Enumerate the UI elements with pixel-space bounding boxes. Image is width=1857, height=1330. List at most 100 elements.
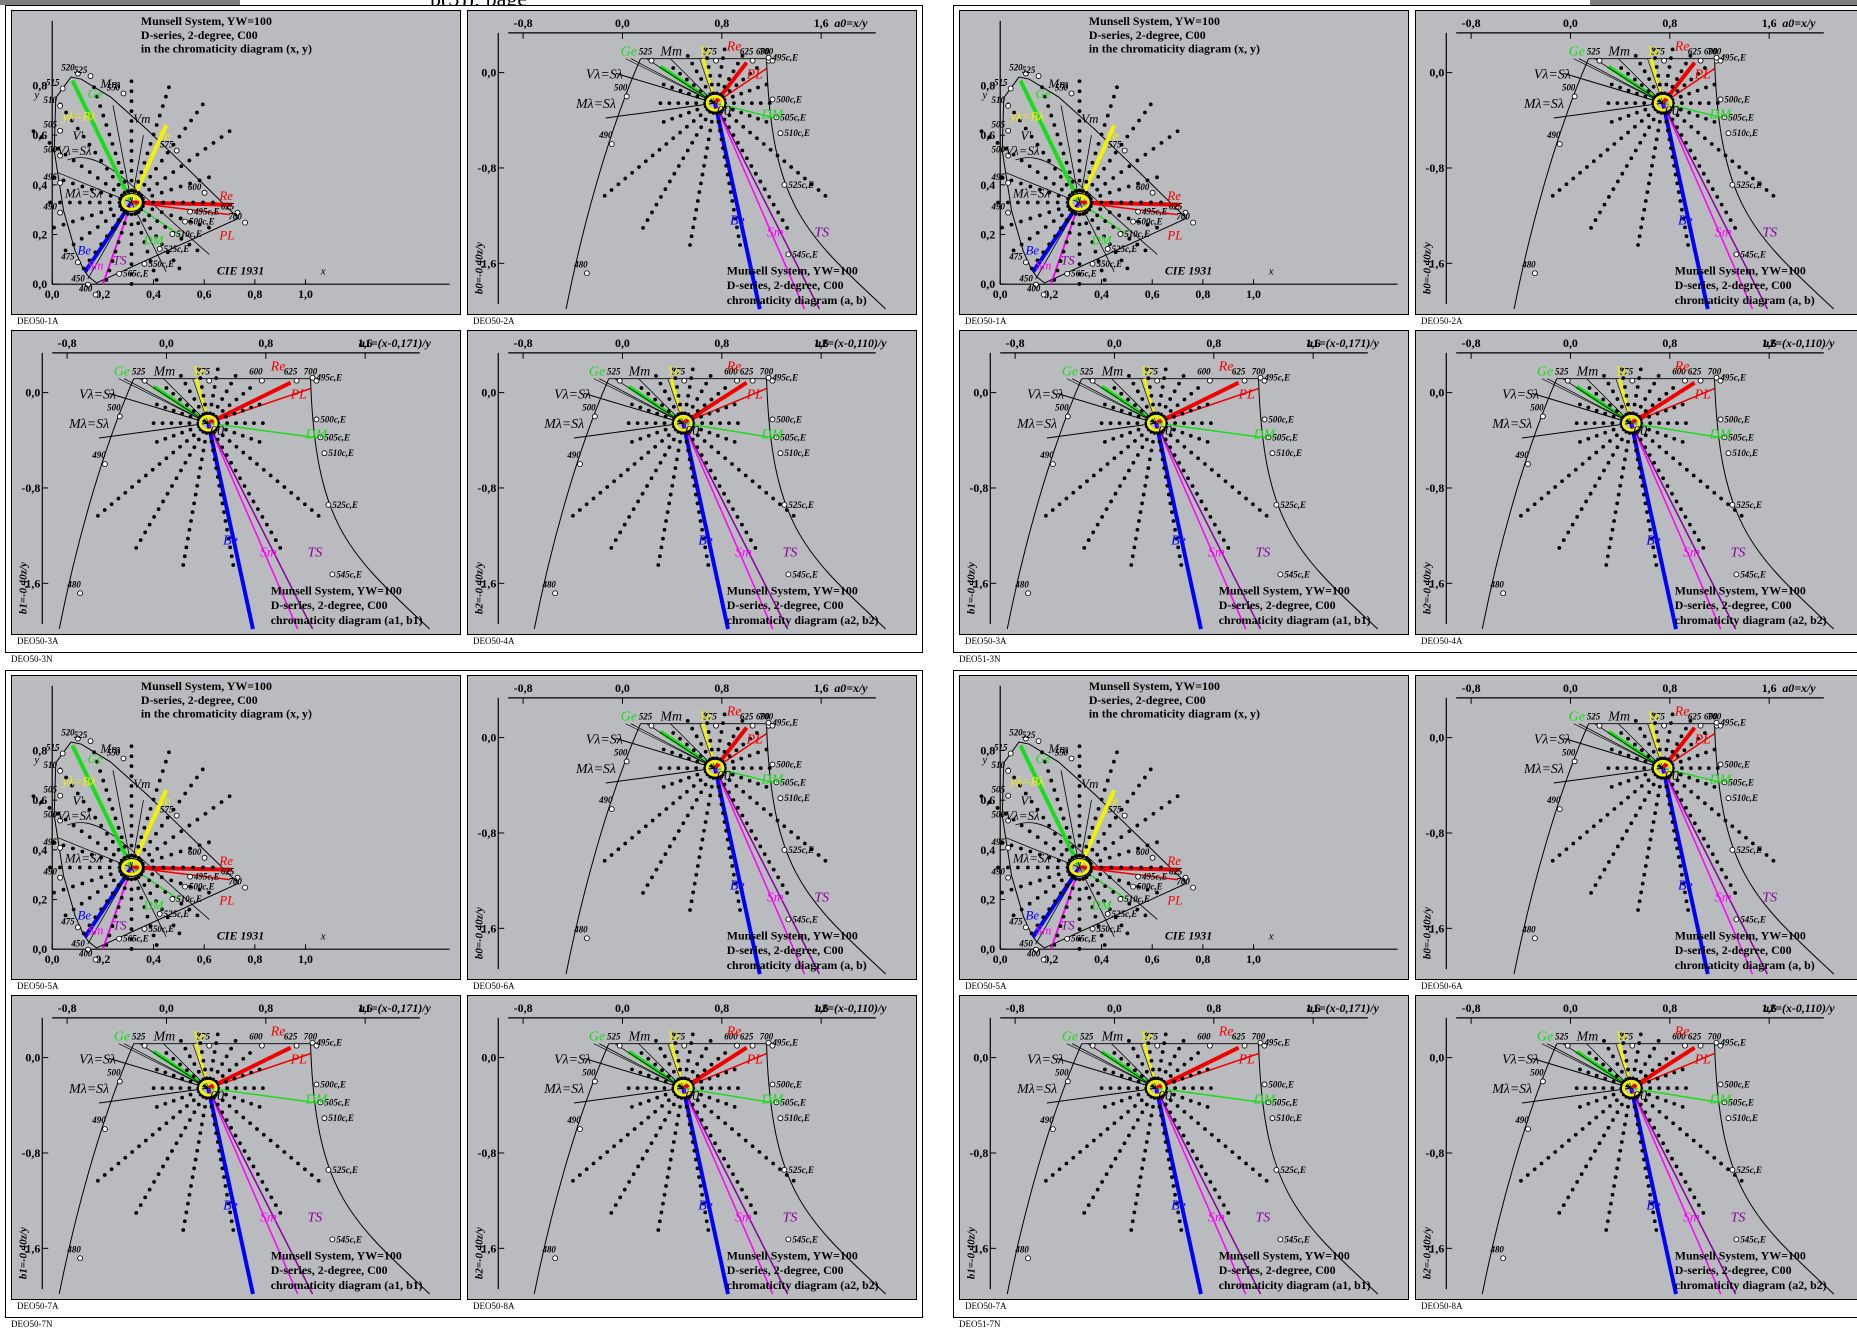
munsell-dot	[116, 883, 121, 888]
complementary-label: 525c,E	[1736, 180, 1762, 190]
wavelength-label: 400	[78, 284, 93, 294]
munsell-dot	[1639, 890, 1644, 895]
munsell-dot	[618, 1195, 623, 1200]
line-name-label: Mm	[1101, 365, 1124, 380]
munsell-dot	[196, 1069, 201, 1074]
a-tick-label: -0,8	[1006, 336, 1025, 350]
munsell-dot	[1607, 860, 1611, 864]
munsell-dot	[1140, 1110, 1145, 1115]
munsell-dot	[1108, 1086, 1113, 1091]
munsell-dot	[602, 858, 607, 863]
be-line	[713, 102, 762, 310]
munsell-dot	[1077, 774, 1082, 778]
line-name-label: Sm	[1036, 257, 1052, 272]
wavelength-label: 575	[672, 1032, 686, 1042]
munsell-dot	[1657, 784, 1662, 789]
wavelength-marker	[1721, 114, 1728, 121]
munsell-dot	[1639, 119, 1644, 123]
panel-code-label: DEO50-1A	[965, 316, 1007, 326]
x-tick-label: 0,8	[247, 952, 262, 966]
munsell-dot	[1162, 466, 1167, 471]
munsell-dot	[164, 386, 169, 390]
munsell-dot	[740, 1187, 744, 1192]
be-line	[1629, 422, 1678, 630]
munsell-dot	[703, 155, 708, 159]
radial-line	[118, 1043, 209, 1089]
munsell-dot	[1119, 1073, 1124, 1078]
munsell-dot	[609, 1211, 614, 1215]
munsell-dot	[187, 242, 192, 247]
munsell-dot	[816, 188, 821, 192]
a-tick-label: 0,8	[1662, 336, 1677, 350]
wavelength-marker	[1261, 416, 1268, 423]
munsell-dot	[758, 101, 763, 106]
wavelength-marker	[85, 281, 91, 288]
munsell-dot	[1019, 219, 1023, 224]
munsell-dot	[678, 88, 683, 93]
line-name-label: Re	[726, 40, 742, 55]
munsell-dot	[1643, 1074, 1648, 1078]
munsell-dot	[1657, 747, 1662, 752]
munsell-dot	[1023, 126, 1028, 131]
white-point-ellipse	[121, 194, 142, 211]
header-tab-left	[0, 0, 240, 5]
munsell-dot	[1638, 437, 1643, 442]
wavelength-label: 575	[1651, 47, 1665, 57]
wavelength-label: 625	[221, 867, 235, 877]
munsell-dot	[81, 931, 86, 936]
munsell-dot	[116, 496, 121, 501]
munsell-dot	[113, 914, 118, 919]
munsell-dot	[1037, 852, 1042, 857]
munsell-dot	[215, 1140, 220, 1144]
munsell-dot	[1003, 811, 1008, 816]
munsell-dot	[1583, 1086, 1588, 1091]
munsell-dot	[995, 806, 1000, 810]
munsell-dot	[1057, 1167, 1062, 1172]
line-name-label: Ge	[1062, 365, 1078, 380]
munsell-dot	[1557, 853, 1562, 857]
munsell-dot	[1594, 1098, 1599, 1103]
radial-line	[1547, 378, 1632, 424]
munsell-dot	[726, 499, 731, 504]
munsell-dot	[228, 1210, 233, 1215]
munsell-dot	[1656, 1133, 1661, 1138]
munsell-dot	[671, 66, 676, 70]
munsell-dot	[1159, 865, 1163, 870]
munsell-dot	[227, 1104, 232, 1108]
munsell-dot	[1686, 243, 1690, 247]
munsell-dot	[1077, 168, 1082, 173]
ye-line	[129, 789, 169, 869]
panel-svg: -0,8 0,0 0,8 1,6a1=(x-0,171)/y0,0-0,8-1,6b1…	[965, 1001, 1380, 1295]
munsell-dot	[129, 168, 134, 173]
munsell-dot	[666, 433, 671, 438]
munsell-dot	[1603, 411, 1608, 416]
munsell-dot	[154, 234, 158, 239]
a-tick-label: 1,6	[814, 16, 829, 30]
munsell-dot	[55, 146, 60, 151]
munsell-dot	[778, 1167, 782, 1172]
munsell-dot	[1601, 1086, 1606, 1091]
munsell-dot	[1651, 820, 1656, 824]
line-name-label: Ye	[1647, 45, 1660, 60]
munsell-dot	[707, 1095, 712, 1100]
white-point-ellipse	[1069, 859, 1090, 876]
munsell-dot	[602, 193, 607, 198]
munsell-dot	[1135, 907, 1140, 912]
munsell-dot	[743, 1138, 748, 1143]
line-name-label: 00	[685, 1089, 699, 1104]
munsell-dot	[1561, 1203, 1566, 1208]
munsell-dot	[1683, 890, 1687, 895]
panel-code-label: DEO50-2A	[473, 316, 515, 326]
munsell-dot	[110, 924, 115, 928]
munsell-dot	[1650, 1068, 1655, 1073]
m-line	[605, 767, 716, 784]
wavelength-marker	[1117, 896, 1124, 902]
munsell-dot	[1669, 56, 1673, 61]
munsell-dot	[1047, 907, 1052, 912]
munsell-dot	[619, 1138, 623, 1143]
wavelength-marker	[1064, 1078, 1071, 1085]
munsell-dot	[178, 216, 183, 221]
munsell-dot	[1257, 1173, 1262, 1177]
wavelength-marker	[1713, 1039, 1720, 1046]
munsell-dot	[1621, 376, 1626, 381]
